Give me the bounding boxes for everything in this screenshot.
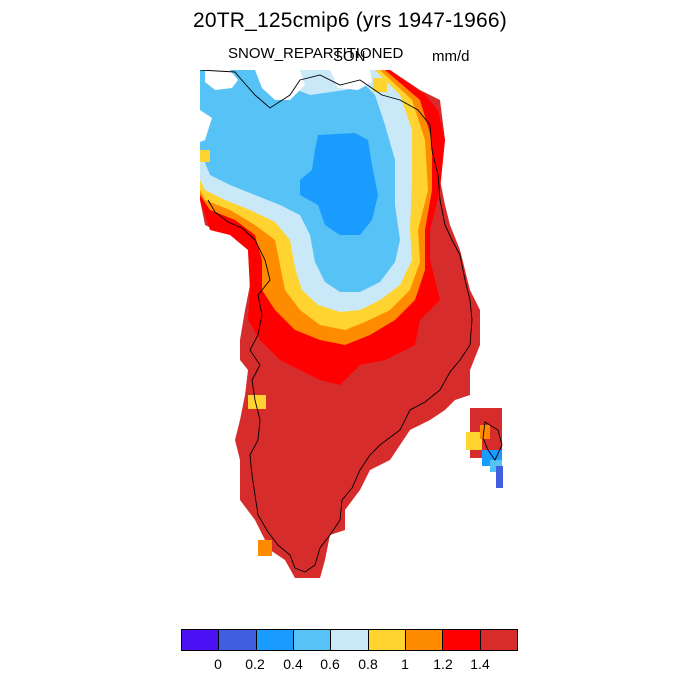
- gap-left: [200, 110, 212, 142]
- east-island-royal: [496, 466, 503, 488]
- units-label: mm/d: [432, 48, 470, 65]
- colorbar-tick-label: 0: [214, 656, 222, 672]
- colorbar-swatch-2: [256, 630, 294, 650]
- colorbar-swatch-3: [293, 630, 332, 650]
- colorbar: [181, 629, 518, 651]
- colorbar-tick-label: 0.6: [320, 656, 340, 672]
- coastline: [199, 70, 473, 573]
- colorbar-swatch-6: [405, 630, 444, 650]
- colorbar-swatch-7: [443, 630, 481, 650]
- colorbar-swatch-0: [182, 630, 220, 650]
- east-island-yellow: [466, 432, 482, 450]
- colorbar-tick-label: 1: [401, 656, 409, 672]
- east-island-orange: [480, 425, 490, 439]
- north-yellow-cell: [373, 78, 387, 92]
- colorbar-swatch-5: [368, 630, 406, 650]
- colorbar-tick-label: 0.4: [283, 656, 303, 672]
- sw-yellow-cell: [248, 395, 266, 409]
- west-yellow-cell: [200, 150, 210, 162]
- colorbar-tick-label: 0.8: [358, 656, 378, 672]
- sw-orange-cell: [258, 540, 272, 556]
- colorbar-swatch-4: [331, 630, 369, 650]
- colorbar-tick-label: 0.2: [245, 656, 265, 672]
- gap-top-mid: [255, 70, 305, 100]
- colorbar-swatch-8: [480, 630, 517, 650]
- colorbar-swatch-1: [219, 630, 257, 650]
- island-coastline: [482, 421, 503, 461]
- season-label: SON: [333, 48, 366, 65]
- gap-top-left: [205, 70, 238, 90]
- blue-core: [300, 133, 378, 235]
- plot-title: 20TR_125cmip6 (yrs 1947-1966): [193, 9, 507, 32]
- colorbar-tick-label: 1.2: [433, 656, 453, 672]
- variable-label: SNOW_REPARTITIONED: [228, 45, 404, 62]
- colorbar-tick-label: 1.4: [470, 656, 490, 672]
